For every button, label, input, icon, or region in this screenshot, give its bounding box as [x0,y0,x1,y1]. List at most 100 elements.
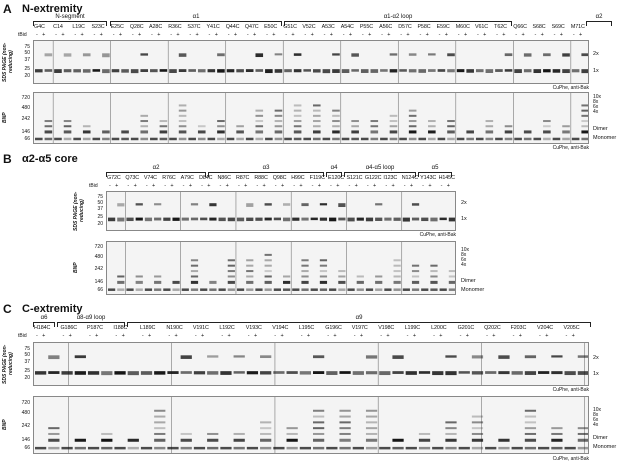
tbid-pm-label: - + [406,333,418,339]
tbid-pm-label: - + [221,333,233,339]
mw-marker: 720 [21,399,30,406]
mutant-label: D84C [199,175,213,181]
bnp-markers-b: 720 480 242 146 66 [83,241,105,295]
tbid-pm-label: - + [194,333,206,339]
mw-marker: 146 [21,437,30,444]
mutant-label: H145C [438,175,455,181]
tbid-pm-label: - + [127,183,139,189]
panel-c-label: C [3,302,12,316]
sds-blot-a [33,40,589,84]
seg-a-0-line [33,21,107,26]
tbid-pm-label: - + [311,183,323,189]
tbid-pm-label: - + [55,32,66,38]
mutant-label: R36C [168,24,182,30]
mutant-label: V194C [272,325,289,331]
panel-c-title: C-extremity [22,303,83,315]
sds-cond-b: CuPhe, anti-Bak [419,232,456,238]
tbid-pm-label: - + [274,183,286,189]
mutant-label: V74C [143,175,157,181]
seg-b-2: α4 [330,165,338,171]
bnp-dimer-c: Dimer [593,435,608,441]
mutant-label: D57C [398,24,412,30]
tbid-pm-label: - + [219,183,231,189]
seg-c-2-line [127,322,591,327]
bnp-monomer-c: Monomer [593,444,617,450]
mutant-label: P55C [359,24,374,30]
mutant-label: R88C [254,175,268,181]
mutant-label: G51C [283,24,297,30]
tbid-pm-label: - + [403,183,415,189]
mw-marker: 25 [24,368,30,375]
sds-markers-a: 75 50 37 25 20 [10,40,32,84]
tbid-pm-label: - + [381,32,392,38]
bnp-cond-a: CuPhe, anti-Bak [552,145,589,151]
mutant-row-b: G72C Q73C V74C R76C A79C D84C N86C R87C R88C Q98C… [106,175,456,183]
mw-marker: 50 [97,200,103,206]
bnp-label-c: BNP [2,419,8,431]
mutant-label: V198C [378,325,395,331]
pm-row-c: - + - + - + - + - + - + - + - + - + - + - + - + - + -… [33,333,613,340]
mutant-label: A79C [180,175,194,181]
sds-blot-b [106,191,456,231]
mw-marker: 37 [97,206,103,212]
sds-blot-image [35,41,588,83]
tbid-pm-label: - + [304,32,316,38]
bnp-cond-c: CuPhe, anti-Bak [552,456,589,462]
tbid-pm-label: - + [422,183,433,189]
sds-2x-a: 2x [593,51,599,57]
tbid-pm-label: - + [109,183,120,189]
seg-b-0-line [106,172,206,177]
mutant-label: N124C [401,175,419,181]
tbid-pm-label: - + [440,183,452,189]
tbid-pm-label: - + [168,333,180,339]
mw-marker: 37 [24,358,30,365]
tbid-pm-label: - + [353,333,365,339]
mw-marker: 480 [21,104,30,111]
mutant-label: N86C [217,175,231,181]
tbid-pm-label: - + [572,32,584,38]
seg-c-1-line [57,322,125,327]
mw-marker: 242 [21,116,30,123]
mutant-label: M71C [570,24,585,30]
panel-b-title: α2-α5 core [22,153,78,165]
seg-b-2-line [326,172,342,177]
tbid-pm-label: - + [151,32,162,38]
mutant-label: S23C [91,24,105,30]
sds-markers-b: 75 50 37 25 20 [83,191,105,231]
tbid-pm-label: - + [457,32,469,38]
seg-a-2-line [284,21,512,26]
mw-marker: 480 [94,254,103,261]
sds-1x-b: 1x [461,216,467,222]
mutant-label: A28C [149,24,163,30]
mutant-label: Q73C [125,175,140,181]
tbid-pm-label: - + [208,32,220,38]
tbid-label-b: tBid [89,183,98,189]
bnp-markers-c: 720 480 242 146 66 [10,396,32,454]
mw-marker: 66 [97,286,103,293]
mutant-label: M60C [455,24,470,30]
mw-marker: 146 [94,279,103,286]
pm-row-b: - + - + - + - + - + - + - + - + - + - + - + - + - + -… [106,183,456,190]
seg-c-0-line [33,322,55,327]
mutant-label: F119C [309,175,325,181]
seg-a-1-line [110,21,282,26]
mutant-label: G122C [364,175,382,181]
tbid-pm-label: - + [400,32,412,38]
mutant-label: V193C [245,325,262,331]
mutant-label: G4C [34,24,45,30]
mutant-label: E59C [436,24,450,30]
mutant-label: P187C [86,325,103,331]
seg-a-3: α2 [595,14,603,20]
tbid-pm-label: - + [486,333,497,339]
tbid-pm-label: - + [330,183,341,189]
mutant-label: L199C [404,325,421,331]
tbid-pm-label: - + [565,333,577,339]
tbid-pm-label: - + [323,32,335,38]
mutant-label: A56C [379,24,393,30]
mutant-label: T62C [494,24,507,30]
tbid-pm-label: - + [366,183,378,189]
tbid-pm-label: - + [237,183,249,189]
mutant-label: P58C [417,24,431,30]
tbid-pm-label: - + [62,333,74,339]
seg-b-1: α3 [262,165,270,171]
